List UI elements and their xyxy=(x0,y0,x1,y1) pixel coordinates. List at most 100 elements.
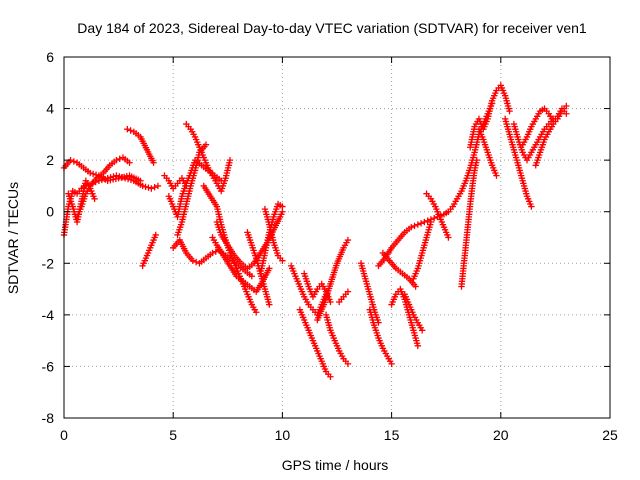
data-point xyxy=(252,309,260,316)
data-track xyxy=(379,249,419,290)
data-point xyxy=(202,141,210,148)
data-point xyxy=(327,298,334,306)
data-track xyxy=(410,218,435,282)
x-tick-label: 5 xyxy=(169,427,177,443)
data-point xyxy=(414,221,422,228)
data-point xyxy=(151,184,158,191)
data-point xyxy=(87,169,94,177)
data-point xyxy=(209,249,216,257)
x-tick-label: 25 xyxy=(602,427,618,443)
data-points xyxy=(60,82,570,380)
chart-title: Day 184 of 2023, Sidereal Day-to-day VTE… xyxy=(77,20,587,36)
data-point xyxy=(424,217,431,224)
data-track xyxy=(261,205,286,264)
data-track xyxy=(60,156,144,184)
data-track xyxy=(209,234,273,295)
data-point xyxy=(388,360,395,368)
data-track xyxy=(401,291,426,334)
data-point xyxy=(124,126,131,133)
x-tick-label: 0 xyxy=(60,427,68,443)
data-point xyxy=(127,127,134,134)
data-point xyxy=(417,220,425,227)
data-point xyxy=(266,265,273,272)
data-point xyxy=(154,182,162,190)
data-point xyxy=(124,175,132,183)
data-point xyxy=(248,272,256,280)
data-point xyxy=(70,158,78,165)
x-tick-label: 15 xyxy=(384,427,400,443)
data-track xyxy=(322,311,352,368)
data-point xyxy=(189,257,197,264)
data-track xyxy=(423,190,452,241)
x-tick-label: 10 xyxy=(275,427,291,443)
data-point xyxy=(414,342,422,349)
x-axis-label: GPS time / hours xyxy=(282,457,389,473)
data-track xyxy=(366,306,395,368)
data-track xyxy=(73,154,133,221)
data-point xyxy=(226,156,234,164)
y-tick-label: 0 xyxy=(46,204,54,220)
data-point xyxy=(421,218,428,226)
data-track xyxy=(301,270,334,306)
data-track xyxy=(357,260,382,326)
data-track xyxy=(501,115,535,210)
data-track xyxy=(458,156,480,290)
axis-ticks: 0 5 10 15 20 25 -8 -6 -4 -2 0 2 4 6 xyxy=(42,49,618,443)
data-point xyxy=(408,223,415,231)
data-point xyxy=(279,257,286,264)
data-point xyxy=(412,283,419,290)
data-point xyxy=(344,236,352,244)
y-tick-label: -2 xyxy=(42,255,55,271)
data-point xyxy=(145,184,152,191)
y-tick-label: 4 xyxy=(46,101,54,117)
data-point xyxy=(142,183,149,190)
y-tick-label: 2 xyxy=(46,152,54,168)
data-point xyxy=(411,222,418,230)
data-point xyxy=(150,159,157,166)
y-tick-label: -4 xyxy=(42,307,55,323)
data-point xyxy=(563,110,570,117)
data-point xyxy=(126,159,133,166)
y-tick-label: 6 xyxy=(46,49,54,65)
data-point xyxy=(89,170,97,178)
y-axis-label: SDTVAR / TECUs xyxy=(5,182,21,294)
data-point xyxy=(427,218,435,226)
data-point xyxy=(344,288,352,295)
data-track xyxy=(510,115,557,164)
data-track xyxy=(200,182,260,316)
data-track xyxy=(314,236,352,324)
data-track xyxy=(532,102,570,169)
data-track xyxy=(335,288,352,306)
data-point xyxy=(430,214,438,222)
data-point xyxy=(152,231,159,239)
data-point xyxy=(493,172,500,179)
y-tick-label: -6 xyxy=(42,358,55,374)
data-point xyxy=(563,102,570,110)
plot-frame xyxy=(63,56,611,419)
data-track xyxy=(296,306,334,380)
grid-lines xyxy=(64,57,610,418)
data-track xyxy=(467,82,513,151)
data-point xyxy=(91,195,98,203)
data-point xyxy=(528,203,535,210)
data-track xyxy=(139,231,159,270)
data-point xyxy=(418,327,426,334)
data-point xyxy=(137,177,144,184)
data-point xyxy=(192,258,200,266)
data-point xyxy=(445,234,452,241)
data-point xyxy=(506,107,513,115)
data-track xyxy=(124,126,157,166)
data-point xyxy=(113,156,120,164)
y-tick-label: -8 xyxy=(42,410,55,426)
data-point xyxy=(116,155,123,163)
data-point xyxy=(148,185,155,192)
x-tick-label: 20 xyxy=(493,427,509,443)
data-point xyxy=(279,203,286,210)
data-point xyxy=(266,301,273,308)
data-track xyxy=(183,120,234,195)
data-track xyxy=(475,126,500,179)
data-point xyxy=(344,360,352,368)
data-point xyxy=(139,182,146,190)
data-point xyxy=(327,373,334,380)
